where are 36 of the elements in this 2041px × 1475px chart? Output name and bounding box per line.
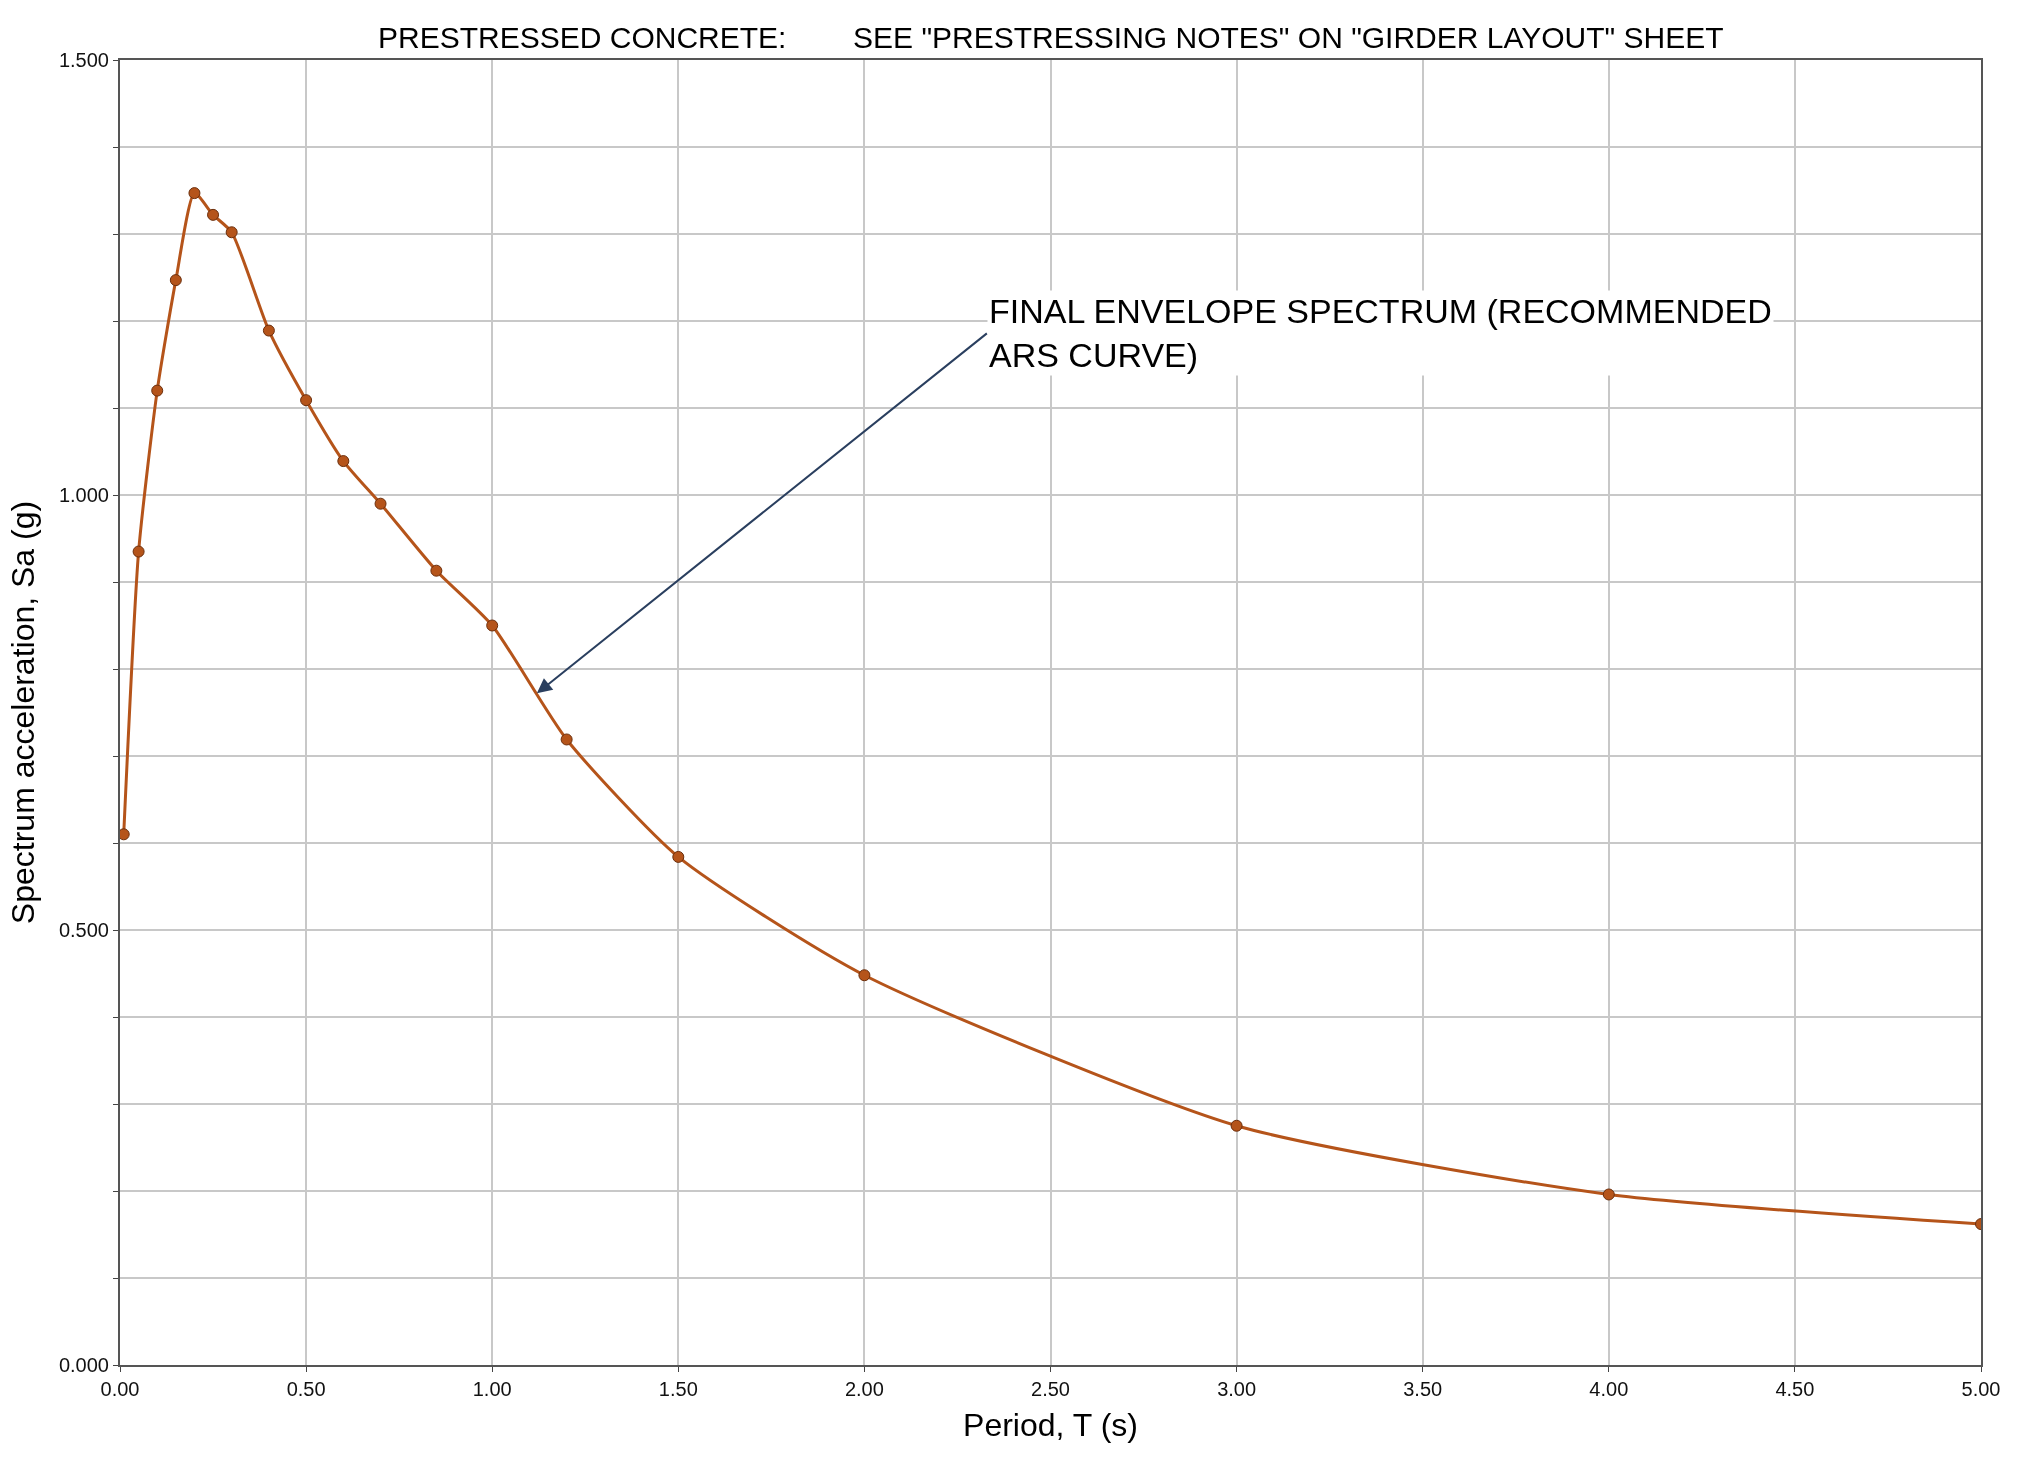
point <box>486 619 499 632</box>
point <box>1230 1119 1243 1132</box>
y-tick-label: 1.500 <box>58 49 109 71</box>
y-tick-label: 0.500 <box>58 919 109 941</box>
point <box>151 384 164 397</box>
x-tick-label: 3.00 <box>1217 1378 1257 1400</box>
point <box>262 324 275 337</box>
point <box>1602 1188 1615 1201</box>
x-tick-label: 3.50 <box>1403 1378 1443 1400</box>
x-tick-label: 4.00 <box>1589 1378 1629 1400</box>
x-tick-label: 5.00 <box>1961 1378 2001 1400</box>
point <box>300 394 313 407</box>
x-tick-label: 2.50 <box>1031 1378 1070 1400</box>
x-axis-title: Period, T (s) <box>963 1407 1138 1444</box>
point <box>858 969 871 982</box>
y-tick-label: 1.000 <box>58 484 109 506</box>
point <box>225 226 238 239</box>
y-tick-label: 0.000 <box>58 1354 109 1376</box>
point <box>672 850 685 863</box>
text: PRESTRESSED CONCRETE: SEE "PRESTRESSING NOTES" ON "GIRDER LAYOUT" SHEET <box>378 21 1724 54</box>
point <box>188 187 201 200</box>
point <box>207 208 220 221</box>
x-tick-label: 0.50 <box>286 1378 326 1400</box>
y-axis-title: Spectrum acceleration, Sa (g) <box>4 500 41 925</box>
x-tick-label: 1.50 <box>658 1378 698 1400</box>
point <box>374 497 387 510</box>
x-tick-label: 1.00 <box>472 1378 512 1400</box>
point <box>132 545 145 558</box>
x-tick-label: 2.00 <box>844 1378 884 1400</box>
point <box>337 455 350 468</box>
point <box>560 733 573 746</box>
annotation: FINAL ENVELOPE SPECTRUM (RECOMMENDED ARS CURVE) <box>989 292 1772 375</box>
x-tick-label: 0.00 <box>100 1378 140 1400</box>
x-tick-label: 4.50 <box>1775 1378 1815 1400</box>
point <box>169 274 182 287</box>
point <box>430 564 443 577</box>
